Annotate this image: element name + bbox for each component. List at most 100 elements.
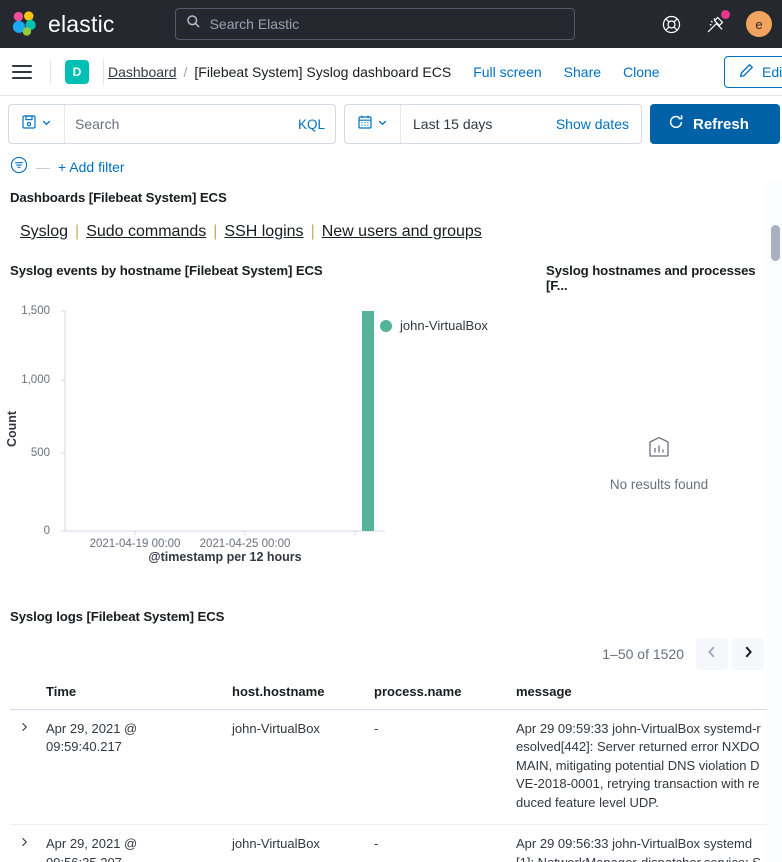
column-header-message[interactable]: message — [508, 676, 772, 710]
refresh-icon — [668, 114, 684, 134]
link-sudo-commands[interactable]: Sudo commands — [86, 223, 207, 240]
filter-separator: — — [36, 159, 50, 175]
link-separator-1: | — [75, 223, 80, 240]
y-tick-1000: 1,000 — [21, 374, 50, 386]
chart-legend-item[interactable]: john-VirtualBox — [380, 318, 488, 333]
x-axis-title: @timestamp per 12 hours — [148, 550, 302, 564]
saved-query-button[interactable] — [9, 105, 65, 143]
pagination-prev-button[interactable] — [696, 638, 728, 670]
date-range-value: Last 15 days — [413, 116, 493, 132]
breadcrumb-current-title: [Filebeat System] Syslog dashboard ECS — [194, 63, 452, 80]
logs-table-header-row: Time host.hostname process.name message — [10, 676, 772, 710]
avatar[interactable]: e — [746, 11, 772, 37]
chart-axes — [61, 310, 385, 535]
cell-message: Apr 29 09:59:33 john-VirtualBox systemd-… — [508, 709, 772, 826]
markdown-panel: Dashboards [Filebeat System] ECS Syslog … — [10, 180, 772, 241]
logs-table: Time host.hostname process.name message — [10, 676, 772, 862]
column-header-time[interactable]: Time — [38, 676, 224, 710]
column-header-host-hostname[interactable]: host.hostname — [224, 676, 366, 710]
link-new-users-and-groups[interactable]: New users and groups — [321, 223, 482, 240]
nav-divider-1 — [50, 58, 51, 85]
date-range-display[interactable]: Last 15 days Show dates — [401, 105, 641, 143]
query-bar: Search KQL Last 15 days Show dates — [0, 96, 782, 144]
cell-time: Apr 29, 2021 @ 09:56:35.207 — [38, 824, 224, 862]
cell-message: Apr 29 09:56:33 john-VirtualBox systemd[… — [508, 824, 772, 862]
refresh-button[interactable]: Refresh — [650, 104, 780, 144]
pagination: 1–50 of 1520 — [10, 638, 772, 670]
clone-link[interactable]: Clone — [623, 63, 660, 80]
cell-process: - — [366, 709, 508, 826]
link-syslog[interactable]: Syslog — [20, 223, 69, 240]
no-results-message: No results found — [609, 477, 709, 492]
pagination-next-button[interactable] — [732, 638, 764, 670]
expand-row-cell[interactable] — [10, 709, 38, 826]
logs-table-head: Time host.hostname process.name message — [10, 676, 772, 710]
calendar-icon — [357, 114, 373, 135]
edit-button[interactable]: Edit — [724, 55, 782, 88]
syslog-logs-panel-title: Syslog logs [Filebeat System] ECS — [10, 609, 225, 624]
y-tick-500: 500 — [30, 447, 50, 459]
syslog-hostnames-processes-panel: Syslog hostnames and processes [F... No … — [538, 263, 772, 579]
header-actions: e — [658, 0, 772, 48]
link-ssh-logins[interactable]: SSH logins — [224, 223, 304, 240]
x-tick-2021-04-25: 2021-04-25 00:00 — [199, 538, 291, 550]
search-group: Search KQL — [8, 104, 336, 144]
legend-color-dot — [380, 319, 392, 332]
full-screen-link[interactable]: Full screen — [473, 63, 542, 80]
pencil-icon — [739, 63, 754, 81]
chevron-right-icon — [741, 645, 755, 664]
page-scrollbar-thumb[interactable] — [771, 225, 780, 261]
elastic-logo-icon — [10, 9, 40, 39]
dashboard-links: Syslog | Sudo commands | SSH logins | Ne… — [10, 223, 772, 241]
search-input-placeholder: Search — [75, 116, 120, 132]
y-tick-0: 0 — [43, 525, 50, 537]
syslog-hostnames-panel-title: Syslog hostnames and processes [F... — [546, 263, 756, 293]
nav-divider-2 — [103, 58, 104, 85]
page-scrollbar-track[interactable] — [767, 182, 782, 862]
legend-label: john-VirtualBox — [400, 318, 488, 333]
filter-funnel-icon[interactable] — [10, 156, 28, 179]
show-dates-button[interactable]: Show dates — [555, 116, 629, 132]
syslog-events-panel-title: Syslog events by hostname [Filebeat Syst… — [10, 263, 323, 278]
table-row[interactable]: Apr 29, 2021 @ 09:56:35.207 john-Virtual… — [10, 824, 772, 862]
bar-john-virtualbox[interactable] — [362, 311, 374, 531]
link-separator-3: | — [310, 223, 315, 240]
table-row[interactable]: Apr 29, 2021 @ 09:59:40.217 john-Virtual… — [10, 709, 772, 826]
expand-row-cell[interactable] — [10, 824, 38, 862]
global-search-input[interactable]: Search Elastic — [174, 8, 575, 40]
hamburger-menu-icon[interactable] — [12, 59, 38, 85]
cell-process: - — [366, 824, 508, 862]
column-header-process-name[interactable]: process.name — [366, 676, 508, 710]
chevron-right-expand-icon[interactable] — [18, 720, 30, 738]
breadcrumb-dashboard-link[interactable]: Dashboard — [108, 63, 177, 80]
date-picker-group: Last 15 days Show dates — [344, 104, 642, 144]
logs-table-body: Apr 29, 2021 @ 09:59:40.217 john-Virtual… — [10, 709, 772, 862]
app-badge-dashboard: D — [65, 59, 89, 84]
column-header-expand — [10, 676, 38, 710]
share-link[interactable]: Share — [563, 63, 602, 80]
dashboard-content: Dashboards [Filebeat System] ECS Syslog … — [0, 180, 782, 862]
syslog-events-bar-chart[interactable]: john-VirtualBox Count @timestamp per 12 … — [5, 284, 538, 569]
announcement-megaphone-icon[interactable] — [702, 10, 730, 37]
global-header: elastic Search Elastic e — [0, 0, 782, 48]
cell-time: Apr 29, 2021 @ 09:59:40.217 — [38, 709, 224, 826]
cell-hostname: john-VirtualBox — [224, 709, 366, 826]
chart-visualization-icon — [647, 436, 671, 465]
chevron-right-expand-icon[interactable] — [18, 835, 30, 853]
elastic-logo[interactable]: elastic — [10, 9, 115, 39]
date-quick-select-button[interactable] — [345, 105, 401, 143]
help-lifebuoy-icon[interactable] — [658, 11, 684, 37]
search-input[interactable]: Search KQL — [65, 105, 335, 143]
link-separator-2: | — [213, 223, 218, 240]
no-results-state: No results found — [546, 349, 772, 579]
syslog-logs-panel: Syslog logs [Filebeat System] ECS 1–50 o… — [10, 609, 772, 862]
notification-badge-dot — [721, 10, 730, 19]
brand-name: elastic — [48, 10, 115, 37]
chevron-left-icon — [705, 645, 719, 664]
query-language-button[interactable]: KQL — [297, 116, 325, 132]
pagination-count: 1–50 of 1520 — [602, 646, 684, 662]
y-tick-1500: 1,500 — [21, 305, 50, 317]
filter-bar: — + Add filter — [0, 144, 782, 180]
markdown-panel-title: Dashboards [Filebeat System] ECS — [10, 190, 227, 205]
add-filter-button[interactable]: + Add filter — [58, 159, 125, 175]
